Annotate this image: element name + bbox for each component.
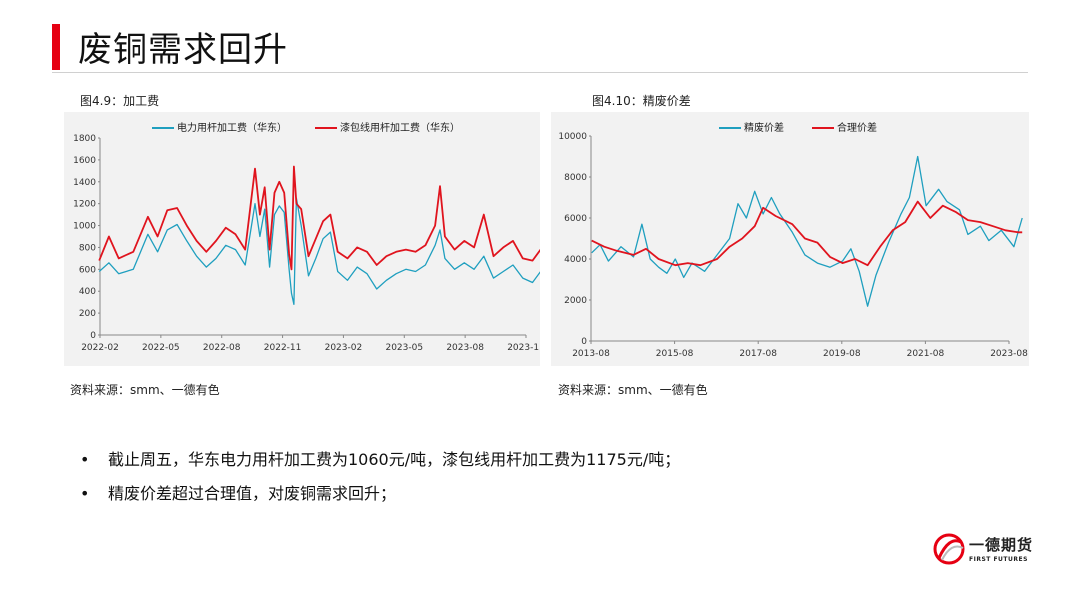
chart1-x-tick-label: 2023-05 (385, 343, 423, 353)
chart1-y-tick-label: 600 (79, 265, 96, 275)
chart1-svg: 0 200 400 600 800 1000 1200 1400 1600 1800 2022-02… (73, 121, 540, 353)
chart2-y-tick-label: 0 (581, 337, 587, 347)
chart2-y-tick-label: 2000 (564, 296, 587, 306)
chart1-x-tick-label: 2022-02 (81, 343, 119, 353)
chart2-series-line-0 (591, 155, 1023, 307)
chart1-x-tick-label: 2023-11 (507, 343, 540, 353)
bullet-dot: • (80, 484, 90, 503)
chart1-x-tick-label: 2023-02 (325, 343, 363, 353)
chart2-x-tick-label: 2015-08 (656, 349, 694, 359)
logo-en-text: FIRST FUTURES (969, 556, 1028, 563)
chart1-series-line-0 (98, 197, 540, 306)
page-title: 废铜需求回升 (78, 30, 288, 70)
chart1-source: 资料来源：smm、一德有色 (70, 383, 220, 397)
chart1-y-tick-label: 1200 (73, 200, 96, 210)
chart2-y-tick-label: 8000 (564, 173, 587, 183)
chart2-svg: 0 2000 4000 6000 8000 10000 2013-08 2015-08 2017… (558, 121, 1028, 359)
chart2-panel: 0 2000 4000 6000 8000 10000 2013-08 2015-08 2017… (551, 112, 1029, 366)
chart1-legend-label: 电力用杆加工费（华东） (177, 121, 287, 134)
logo-mark-icon (933, 533, 965, 565)
chart1-y-tick-label: 1400 (73, 178, 96, 188)
chart2-y-tick-label: 10000 (558, 132, 587, 142)
bullet-item: • 精废价差超过合理值，对废铜需求回升； (80, 480, 680, 514)
bullet-text: 精废价差超过合理值，对废铜需求回升； (108, 484, 397, 503)
bullet-list: • 截止周五，华东电力用杆加工费为1060元/吨，漆包线用杆加工费为1175元/… (80, 446, 680, 514)
chart2-figure-label: 图4.10：精废价差 (592, 94, 691, 108)
chart2-legend-label: 精废价差 (744, 121, 784, 134)
chart1-x-tick-label: 2022-08 (203, 343, 241, 353)
chart1-x-tick-label: 2022-11 (264, 343, 302, 353)
chart2-x-tick-label: 2023-08 (990, 349, 1028, 359)
chart1-y-tick-label: 1600 (73, 156, 96, 166)
title-divider (52, 72, 1028, 73)
logo-cn-text: 一德期货 (969, 536, 1034, 554)
chart1-y-tick-label: 1800 (73, 134, 96, 144)
chart2-x-tick-label: 2017-08 (739, 349, 777, 359)
chart2-x-tick-label: 2013-08 (572, 349, 610, 359)
chart1-legend-label: 漆包线用杆加工费（华东） (340, 121, 460, 134)
chart1-series-line-1 (98, 165, 540, 271)
chart1-panel: 0 200 400 600 800 1000 1200 1400 1600 1800 2022-02… (64, 112, 540, 366)
chart2-x-tick-label: 2019-08 (823, 349, 861, 359)
chart1-y-tick-label: 1000 (73, 222, 96, 232)
chart1-y-tick-label: 400 (79, 287, 96, 297)
chart1-y-tick-label: 800 (79, 243, 96, 253)
chart2-series-line-1 (591, 200, 1023, 267)
chart1-figure-label: 图4.9：加工费 (80, 94, 160, 108)
chart1-x-tick-label: 2022-05 (142, 343, 180, 353)
chart1-x-tick-label: 2023-08 (446, 343, 484, 353)
title-accent-bar (52, 24, 60, 70)
bullet-dot: • (80, 450, 90, 469)
chart2-source: 资料来源：smm、一德有色 (558, 383, 708, 397)
chart2-y-tick-label: 6000 (564, 214, 587, 224)
chart1-y-tick-label: 0 (90, 331, 96, 341)
company-logo: 一德期货 FIRST FUTURES (933, 532, 1043, 570)
chart2-y-tick-label: 4000 (564, 255, 587, 265)
chart2-legend-label: 合理价差 (837, 121, 877, 134)
chart2-x-tick-label: 2021-08 (907, 349, 945, 359)
bullet-text: 截止周五，华东电力用杆加工费为1060元/吨，漆包线用杆加工费为1175元/吨； (108, 450, 681, 469)
chart1-y-tick-label: 200 (79, 309, 96, 319)
bullet-item: • 截止周五，华东电力用杆加工费为1060元/吨，漆包线用杆加工费为1175元/… (80, 446, 680, 480)
